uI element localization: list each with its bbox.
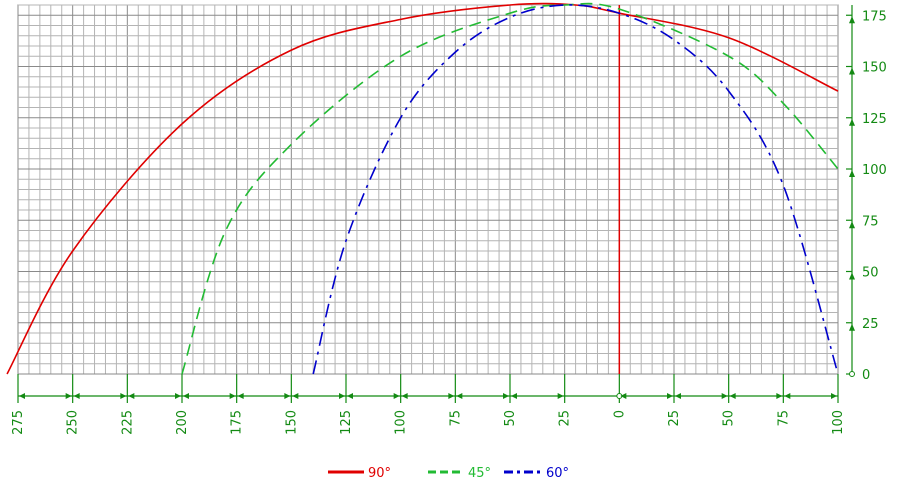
x-tick-label: 225 — [120, 410, 135, 435]
y-tick-label: 125 — [862, 112, 887, 127]
x-tick-label: 25 — [667, 410, 682, 427]
series-layer — [6, 2, 839, 375]
x-axis-arrow — [120, 393, 127, 399]
y-axis-arrow — [849, 118, 855, 126]
x-axis-arrow — [620, 393, 627, 399]
x-axis-arrow — [557, 393, 564, 399]
x-axis-arrow — [183, 393, 189, 399]
y-tick-label: 25 — [862, 317, 879, 332]
x-tick-label: 50 — [503, 410, 518, 427]
x-axis-arrow — [175, 393, 181, 399]
legend: 90° 45° 60° — [328, 466, 569, 481]
legend-label: 90° — [368, 466, 391, 481]
y-axis-arrow — [849, 67, 855, 75]
y-axis-arrow — [849, 16, 855, 24]
y-axis-arrow — [849, 170, 855, 177]
x-tick-label: 250 — [66, 410, 81, 435]
x-axis-arrow — [401, 393, 408, 399]
x-axis-arrow — [128, 393, 135, 399]
y-axis-origin-marker — [849, 371, 855, 377]
y-tick-label: 100 — [862, 163, 887, 178]
y-tick-label: 75 — [862, 214, 879, 229]
y-tick-label: 150 — [862, 61, 887, 76]
x-tick-label: 125 — [339, 410, 354, 435]
x-axis-arrow — [831, 393, 837, 399]
y-tick-label: 50 — [862, 266, 879, 281]
y-axis-arrow — [849, 323, 855, 331]
x-axis-arrow — [65, 393, 72, 399]
x-tick-label: 75 — [776, 410, 791, 427]
x-axis-arrow — [347, 393, 353, 399]
x-axis-arrow — [229, 393, 236, 399]
y-tick-label: 0 — [862, 368, 870, 383]
x-tick-label: 100 — [394, 410, 409, 435]
y-axis-arrow — [849, 221, 855, 229]
x-axis-arrow — [339, 393, 345, 399]
x-axis-arrow — [729, 393, 736, 399]
x-axis-arrow — [667, 393, 673, 399]
y-axis: 0 25 50 75 100 125 150 175 — [846, 5, 887, 383]
x-tick-label: 150 — [284, 410, 299, 435]
x-axis-arrow — [721, 393, 728, 399]
x-axis-arrow — [284, 393, 291, 399]
y-tick-label: 175 — [862, 9, 887, 24]
x-tick-label: 25 — [558, 410, 573, 427]
y-axis-arrow — [849, 272, 855, 280]
x-tick-label: 275 — [11, 410, 26, 435]
x-axis-arrow — [19, 393, 25, 399]
x-axis: 275 250 225 200 175 150 125 100 75 50 25 0 25 50 75 100 — [11, 374, 846, 435]
series-1-curve — [6, 2, 839, 375]
x-tick-label: 50 — [722, 410, 737, 427]
x-axis-arrow — [292, 393, 299, 399]
x-axis-arrow — [456, 393, 463, 399]
x-tick-label: 100 — [831, 410, 846, 435]
x-tick-label: 75 — [448, 410, 463, 427]
series-2-curve — [181, 2, 839, 375]
grid — [17, 4, 839, 375]
x-axis-arrow — [784, 393, 791, 399]
x-axis-arrow — [511, 393, 517, 399]
x-axis-arrow — [675, 393, 681, 399]
x-axis-arrow — [237, 393, 244, 399]
x-axis-arrow — [393, 393, 400, 399]
x-tick-label: 0 — [612, 410, 627, 418]
x-tick-label: 175 — [230, 410, 245, 435]
legend-label: 45° — [468, 466, 491, 481]
legend-label: 60° — [546, 466, 569, 481]
x-tick-label: 200 — [175, 410, 190, 435]
x-axis-arrow — [73, 393, 80, 399]
x-axis-arrow — [503, 393, 509, 399]
x-axis-arrow — [448, 393, 455, 399]
x-axis-arrow — [776, 393, 783, 399]
